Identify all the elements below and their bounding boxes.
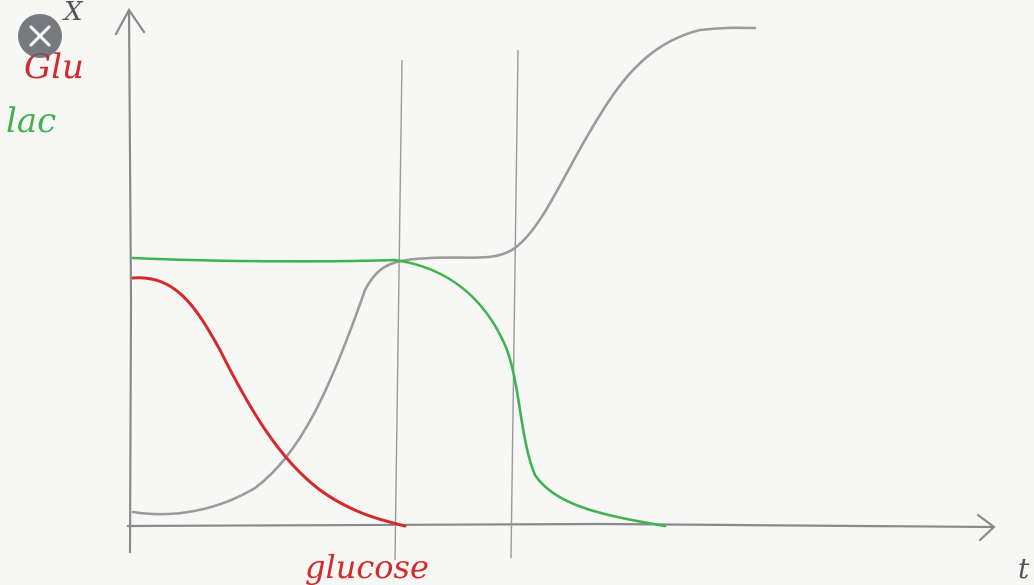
close-button[interactable]: [18, 14, 62, 58]
annotation: glucose: [305, 548, 429, 585]
page: {"axis": {"y_label": "X", "x_label": "t"…: [0, 0, 1034, 585]
legend-lac: lac: [6, 101, 56, 141]
sketch: X Glu lac glucose t: [0, 0, 1034, 585]
y-axis-label: X: [62, 0, 84, 27]
x-axis-label: t: [1018, 552, 1030, 585]
